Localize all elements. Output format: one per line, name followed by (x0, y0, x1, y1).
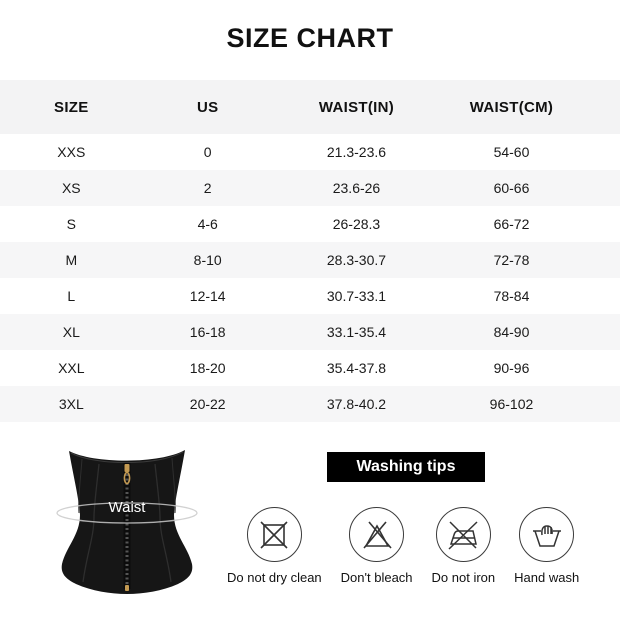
column-header-size: SIZE (0, 80, 143, 134)
cell-us: 16-18 (189, 324, 226, 340)
care-item-dont-bleach: Don't bleach (341, 507, 413, 585)
cell-size: S (66, 216, 76, 232)
cell-waist-cm: 84-90 (493, 324, 530, 340)
care-item-hand-wash: Hand wash (514, 507, 579, 585)
cell-us: 20-22 (189, 396, 226, 412)
care-label: Hand wash (514, 570, 580, 585)
column-header-waist-in: WAIST(IN) (272, 80, 441, 134)
do-not-iron-icon (435, 507, 491, 562)
cell-size: XXS (57, 144, 86, 160)
cell-size: L (67, 288, 76, 304)
cell-us: 2 (203, 180, 212, 196)
cell-waist-cm: 72-78 (493, 252, 530, 268)
seam-line-left (82, 463, 100, 583)
care-label: Do not dry clean (227, 570, 322, 585)
zipper-pull-slider (124, 464, 130, 472)
cell-size: XL (62, 324, 80, 340)
cell-waist-in: 37.8-40.2 (326, 396, 387, 412)
cell-us: 0 (203, 144, 212, 160)
cell-waist-in: 30.7-33.1 (326, 288, 387, 304)
waist-trainer-figure: Waist (52, 437, 202, 597)
care-item-do-not-dry-clean: Do not dry clean (227, 507, 322, 585)
cell-us: 12-14 (189, 288, 226, 304)
seam-line-outer-left (78, 458, 83, 514)
cell-waist-cm: 90-96 (493, 360, 530, 376)
size-chart-table: SIZE US WAIST(IN) WAIST(CM) XXS 0 21.3-2… (0, 80, 620, 422)
corset-top-edge (70, 451, 184, 464)
hand-wash-icon (519, 507, 575, 562)
seam-line-right (154, 463, 172, 583)
table-row: L 12-14 30.7-33.1 78-84 (0, 278, 620, 314)
column-header-spacer (582, 80, 620, 134)
zipper-pull-tab (123, 471, 131, 485)
waist-tape-line (56, 502, 198, 524)
table-row: M 8-10 28.3-30.7 72-78 (0, 242, 620, 278)
dont-bleach-icon (349, 507, 405, 562)
cell-waist-in: 23.6-26 (332, 180, 381, 196)
cell-us: 18-20 (189, 360, 226, 376)
cell-us: 4-6 (197, 216, 218, 232)
cell-waist-in: 35.4-37.8 (326, 360, 387, 376)
cell-waist-cm: 96-102 (489, 396, 534, 412)
cell-us: 8-10 (193, 252, 222, 268)
table-row: S 4-6 26-28.3 66-72 (0, 206, 620, 242)
cell-waist-in: 21.3-23.6 (326, 144, 387, 160)
cell-size: M (65, 252, 78, 268)
cell-waist-in: 28.3-30.7 (326, 252, 387, 268)
cell-waist-cm: 78-84 (493, 288, 530, 304)
page-title: SIZE CHART (226, 23, 394, 53)
cell-waist-in: 33.1-35.4 (326, 324, 387, 340)
table-header-row: SIZE US WAIST(IN) WAIST(CM) (0, 80, 620, 134)
zipper-bottom-stop (125, 585, 129, 591)
cell-size: XS (61, 180, 81, 196)
cell-waist-cm: 54-60 (493, 144, 530, 160)
table-row: XL 16-18 33.1-35.4 84-90 (0, 314, 620, 350)
column-header-us: US (142, 80, 273, 134)
column-header-waist-cm: WAIST(CM) (440, 80, 583, 134)
table-row: XXS 0 21.3-23.6 54-60 (0, 134, 620, 170)
care-label: Do not iron (431, 570, 496, 585)
care-item-do-not-iron: Do not iron (431, 507, 496, 585)
waist-trainer-illustration: Waist (56, 450, 198, 594)
care-instructions-row: Do not dry clean Don't bleach (227, 507, 579, 585)
cell-size: 3XL (58, 396, 84, 412)
cell-waist-in: 26-28.3 (332, 216, 381, 232)
seam-line-outer-right (171, 457, 176, 514)
zipper-strip (123, 463, 131, 589)
table-row: 3XL 20-22 37.8-40.2 96-102 (0, 386, 620, 422)
table-row: XXL 18-20 35.4-37.8 90-96 (0, 350, 620, 386)
waist-label: Waist (109, 499, 147, 516)
cell-waist-cm: 66-72 (493, 216, 530, 232)
washing-tips-header: Washing tips (327, 452, 485, 482)
cell-waist-cm: 60-66 (493, 180, 530, 196)
cell-size: XXL (58, 360, 85, 376)
table-row: XS 2 23.6-26 60-66 (0, 170, 620, 206)
do-not-dry-clean-icon (246, 507, 302, 562)
care-label: Don't bleach (340, 570, 413, 585)
